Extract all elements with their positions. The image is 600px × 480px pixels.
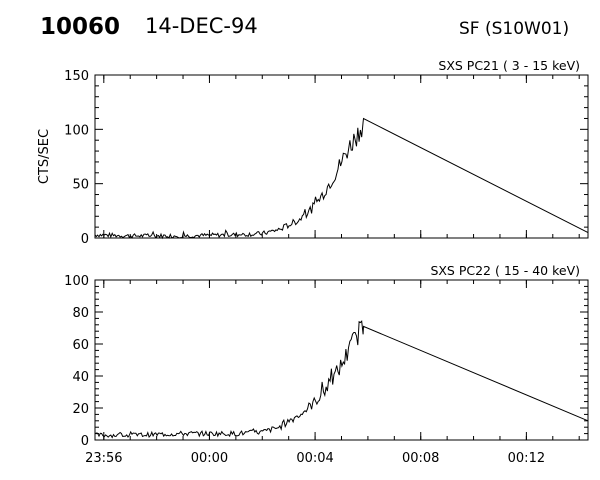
y-tick-label: 80 bbox=[72, 306, 89, 321]
panel-2: 0 20 40 60 80 100 23:56 00:00 00:04 00:08 00:12 SXS… bbox=[64, 263, 589, 466]
y-axis-label: CTS/SEC bbox=[37, 129, 52, 184]
x-tick-label: 00:04 bbox=[296, 451, 333, 466]
y-tick-label: 100 bbox=[64, 274, 89, 289]
plot-frame bbox=[94, 279, 589, 441]
x-tick-label: 00:08 bbox=[402, 451, 439, 466]
y-tick-label: 0 bbox=[81, 434, 89, 449]
panel-1: 0 50 100 150 SXS PC21 ( 3 - 15 keV) CTS/SEC bbox=[37, 58, 589, 247]
plot-frame bbox=[94, 74, 589, 239]
x-tick-label: 23:56 bbox=[85, 451, 122, 466]
y-tick-label: 40 bbox=[72, 370, 89, 385]
event-id: 10060 bbox=[40, 14, 121, 40]
y-tick-label: 50 bbox=[72, 178, 89, 193]
event-date: 14-DEC-94 bbox=[145, 14, 258, 38]
y-tick-label: 100 bbox=[64, 123, 89, 138]
series-line bbox=[94, 117, 589, 240]
event-location: SF (S10W01) bbox=[459, 19, 570, 39]
y-tick-label: 0 bbox=[81, 232, 89, 247]
x-tick-label: 00:00 bbox=[191, 451, 228, 466]
y-tick-label: 20 bbox=[72, 402, 89, 417]
x-tick-label: 00:12 bbox=[508, 451, 545, 466]
y-tick-label: 150 bbox=[64, 69, 89, 84]
y-tick-label: 60 bbox=[72, 338, 89, 353]
series-line bbox=[94, 320, 589, 439]
panel-title: SXS PC21 ( 3 - 15 keV) bbox=[438, 58, 580, 73]
panel-title: SXS PC22 ( 15 - 40 keV) bbox=[430, 263, 580, 278]
